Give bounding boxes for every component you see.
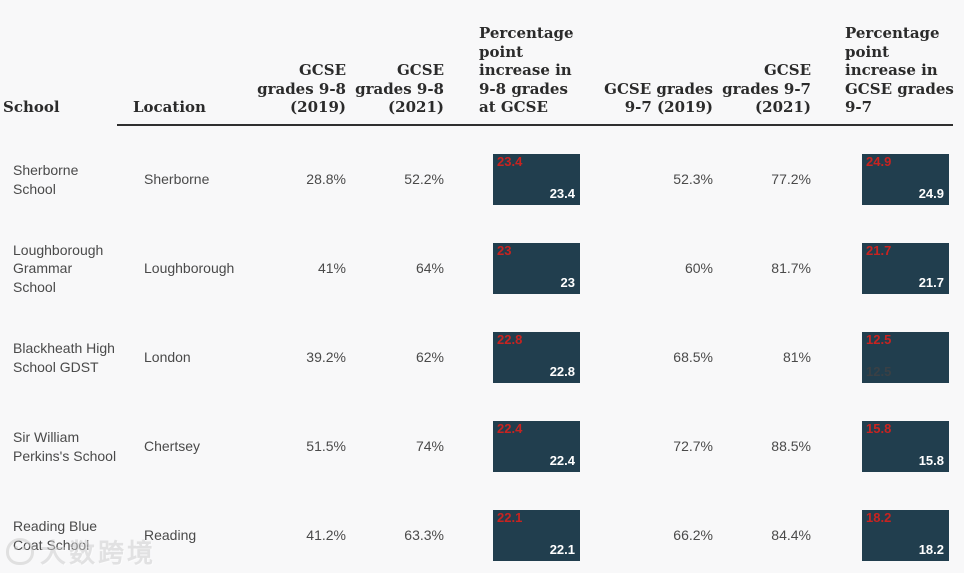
cell-bar-pp98: 22.4 22.4 — [446, 393, 586, 482]
cell-bar-pp97: 24.9 24.9 — [813, 126, 964, 215]
cell-g98-2021: 63.3% — [404, 527, 444, 544]
column-header-school: School — [3, 98, 60, 117]
bar-value-label-white: 18.2 — [918, 542, 944, 558]
watermark: 大数跨境 — [6, 533, 156, 570]
bar-value-label-white: 15.8 — [918, 453, 944, 469]
cell-g98-2019: 51.5% — [306, 438, 346, 455]
cell-school: Blackheath High School GDST — [13, 340, 115, 375]
cell-location: Loughborough — [144, 260, 235, 277]
cell-g97-2019: 68.5% — [673, 349, 713, 366]
bar-value-label-red: 21.7 — [866, 243, 892, 258]
cell-school: Reading Blue Coat School — [13, 518, 98, 553]
cell-bar-pp97: 12.5 12.5 — [813, 304, 964, 393]
cell-g97-2021: 77.2% — [771, 171, 811, 188]
bar-value-label-red: 22.4 — [497, 421, 523, 436]
cell-g97-2019: 52.3% — [673, 171, 713, 188]
column-header-g98-2021: GCSE grades 9-8 (2021) — [355, 61, 444, 117]
column-header-g98-2019: GCSE grades 9-8 (2019) — [257, 61, 346, 117]
pp-increase-bar: 21.7 21.7 — [862, 243, 949, 294]
cell-g97-2021: 81.7% — [771, 260, 811, 277]
pp-increase-bar: 18.2 18.2 — [862, 510, 949, 561]
cell-g98-2021: 52.2% — [404, 171, 444, 188]
bar-value-label-red: 22.8 — [497, 332, 523, 347]
cell-school: Loughborough Grammar School — [13, 242, 104, 295]
cell-g98-2021: 64% — [415, 260, 444, 277]
bar-value-label-white: 22.1 — [549, 542, 575, 558]
bar-value-label-red: 24.9 — [866, 154, 892, 169]
column-header-g97-2019: GCSE grades 9-7 (2019) — [604, 79, 713, 117]
cell-bar-pp97: 15.8 15.8 — [813, 393, 964, 482]
pp-increase-bar: 22.1 22.1 — [493, 510, 580, 561]
bar-value-label-red: 22.1 — [497, 510, 523, 525]
bar-value-label-white: 22.8 — [549, 364, 575, 380]
bar-value-label-white: 23.4 — [549, 186, 575, 202]
header-divider-line — [117, 124, 953, 126]
cell-bar-pp97: 21.7 21.7 — [813, 215, 964, 304]
cell-g97-2021: 81% — [782, 349, 811, 366]
bar-value-label-white: 24.9 — [918, 186, 944, 202]
cell-g97-2021: 84.4% — [771, 527, 811, 544]
cell-location: Chertsey — [144, 438, 201, 455]
bar-value-label-red: 18.2 — [866, 510, 892, 525]
bar-value-label-white: 21.7 — [918, 275, 944, 291]
cell-bar-pp98: 23 23 — [446, 215, 586, 304]
cell-g98-2021: 74% — [415, 438, 444, 455]
column-header-g97-2021: GCSE grades 9-7 (2021) — [722, 61, 811, 117]
pp-increase-bar: 24.9 24.9 — [862, 154, 949, 205]
cell-bar-pp98: 23.4 23.4 — [446, 126, 586, 215]
watermark-logo-icon — [6, 538, 34, 565]
cell-school: Sir William Perkins's School — [13, 429, 117, 464]
bar-value-label-red: 23.4 — [497, 154, 523, 169]
watermark-text: 大数跨境 — [40, 538, 157, 568]
cell-g97-2019: 72.7% — [673, 438, 713, 455]
pp-increase-bar: 22.8 22.8 — [493, 332, 580, 383]
cell-school: Sherborne School — [13, 162, 79, 197]
pp-increase-bar: 15.8 15.8 — [862, 421, 949, 472]
pp-increase-bar: 23 23 — [493, 243, 580, 294]
pp-increase-bar: 12.5 12.5 — [862, 332, 949, 383]
bar-value-label-red: 15.8 — [866, 421, 892, 436]
pp-increase-bar: 23.4 23.4 — [493, 154, 580, 205]
bar-value-label-red: 23 — [497, 243, 512, 258]
cell-g98-2019: 39.2% — [306, 349, 346, 366]
bar-value-label-red: 12.5 — [866, 332, 892, 347]
pp-increase-bar: 22.4 22.4 — [493, 421, 580, 472]
column-header-pp-increase-97: Percentage point increase in GCSE grades… — [845, 24, 954, 117]
cell-g98-2019: 41.2% — [306, 527, 346, 544]
cell-g98-2019: 28.8% — [306, 171, 346, 188]
cell-g97-2019: 60% — [684, 260, 713, 277]
column-header-pp-increase-98: Percentage point increase in 9-8 grades … — [479, 24, 574, 117]
cell-location: London — [144, 349, 191, 366]
cell-g97-2019: 66.2% — [673, 527, 713, 544]
cell-location: Sherborne — [144, 171, 210, 188]
bar-value-label-white: 22.4 — [549, 453, 575, 469]
cell-g97-2021: 88.5% — [771, 438, 811, 455]
cell-g98-2021: 62% — [415, 349, 444, 366]
cell-g98-2019: 41% — [317, 260, 346, 277]
bar-value-label-white: 23 — [560, 275, 575, 291]
cell-location: Reading — [144, 527, 197, 544]
column-header-location: Location — [133, 98, 206, 117]
cell-bar-pp98: 22.8 22.8 — [446, 304, 586, 393]
bar-value-label-dark: 12.5 — [866, 364, 892, 380]
cell-bar-pp98: 22.1 22.1 — [446, 482, 586, 571]
cell-bar-pp97: 18.2 18.2 — [813, 482, 964, 571]
